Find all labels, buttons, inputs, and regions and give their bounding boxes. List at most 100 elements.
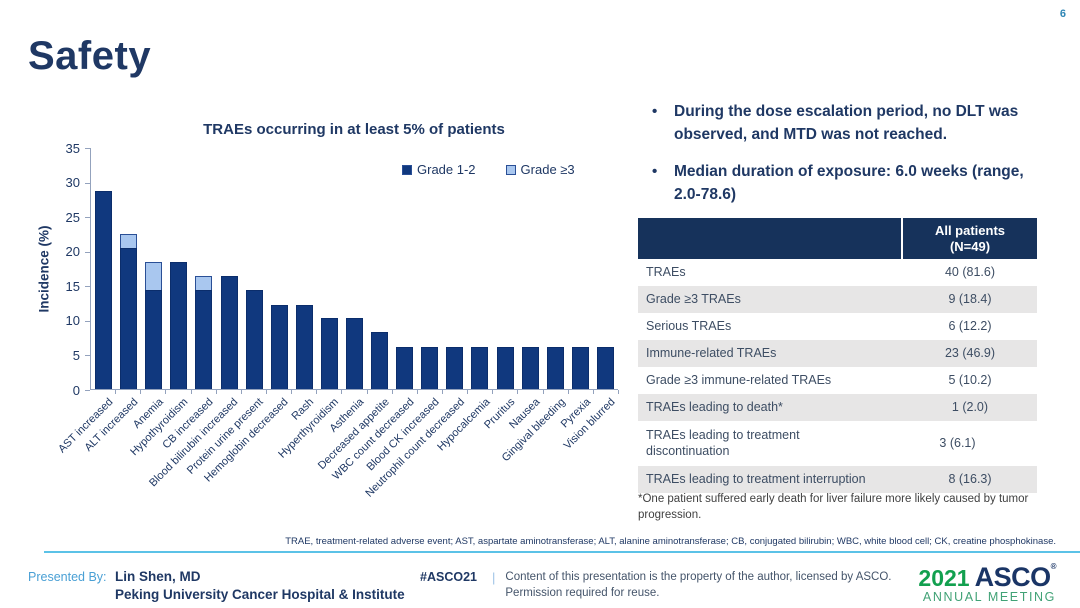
table-cell-value: 40 (81.6) [944, 265, 996, 279]
bar-segment-grade3plus [195, 276, 213, 291]
x-tick-mark [542, 390, 544, 394]
bullet-item: • During the dose escalation period, no D… [652, 100, 1050, 147]
stacked-bar [421, 346, 439, 389]
bar-segment-grade3plus [120, 234, 138, 248]
y-tick-mark [85, 148, 90, 149]
bar-segment-grade1-2 [521, 346, 539, 389]
table-cell-value: 9 (18.4) [948, 292, 992, 306]
legend-item: Grade ≥3 [505, 162, 575, 177]
x-tick-mark [140, 390, 142, 394]
stacked-bar [596, 346, 614, 389]
x-tick-mark [291, 390, 293, 394]
logo-year: 2021 [918, 565, 970, 591]
bar-segment-grade3plus [145, 261, 163, 291]
bar-segment-grade1-2 [371, 332, 389, 389]
bar-segment-grade1-2 [120, 247, 138, 389]
bar-segment-grade1-2 [245, 290, 263, 389]
y-tick-label: 35 [65, 140, 80, 156]
bar-segment-grade1-2 [596, 346, 614, 389]
table-cell-label: Serious TRAEs [646, 318, 732, 333]
presenter-info: Lin Shen, MD Peking University Cancer Ho… [115, 568, 405, 604]
stacked-bar [521, 346, 539, 389]
bar-column [91, 148, 116, 389]
x-tick-mark [492, 390, 494, 394]
bar-column [543, 148, 568, 389]
legend-swatch [505, 164, 516, 175]
bullet-marker: • [652, 103, 658, 120]
bar-column [417, 148, 442, 389]
notice-text: Content of this presentation is the prop… [505, 571, 892, 599]
safety-summary-table: All patients (N=49) TRAEs 40 (81.6) Grade … [638, 218, 1037, 493]
x-tick-mark [467, 390, 469, 394]
bar-column [568, 148, 593, 389]
table-row: TRAEs leading to treatment interruption 8… [638, 466, 1037, 493]
asco-annual-meeting-logo: 2021 ASCO® ANNUAL MEETING [918, 562, 1056, 604]
stacked-bar [496, 346, 514, 389]
bar-segment-grade1-2 [546, 346, 564, 389]
stacked-bar [220, 276, 238, 389]
bar-column [493, 148, 518, 389]
bar-column [593, 148, 618, 389]
logo-org: ASCO® [974, 562, 1057, 592]
y-tick-label: 15 [65, 278, 80, 294]
table-body: TRAEs 40 (81.6) Grade ≥3 TRAEs 9 (18.4) Seri… [638, 259, 1037, 493]
x-tick-mark [165, 390, 167, 394]
bullet-marker: • [652, 162, 658, 180]
chart-legend: Grade 1-2 Grade ≥3 [402, 162, 575, 177]
stacked-bar [571, 346, 589, 389]
stacked-bar [471, 346, 489, 389]
bar-column [467, 148, 492, 389]
y-tick-mark [85, 390, 90, 391]
stacked-bar [546, 346, 564, 389]
x-tick-mark [115, 390, 117, 394]
bar-segment-grade1-2 [220, 276, 238, 389]
page-number: 6 [1059, 8, 1066, 20]
bar-column [317, 148, 342, 389]
plot-area [90, 148, 618, 390]
table-row: TRAEs leading to treatment discontinuati… [638, 421, 1037, 466]
bullet-item: • Median duration of exposure: 6.0 weeks … [652, 160, 1050, 207]
bar-segment-grade1-2 [471, 346, 489, 389]
x-tick-mark [391, 390, 393, 394]
y-tick-label: 20 [65, 244, 80, 260]
stacked-bar [371, 332, 389, 389]
x-tick-mark [416, 390, 418, 394]
x-tick-mark [190, 390, 192, 394]
y-tick-label: 25 [65, 209, 80, 225]
table-cell-value: 6 (12.2) [948, 319, 992, 333]
bar-segment-grade1-2 [270, 304, 288, 389]
stacked-bar [145, 261, 163, 389]
table-row: Grade ≥3 TRAEs 9 (18.4) [638, 286, 1037, 313]
footer-divider-line [44, 551, 1080, 553]
x-tick-mark [240, 390, 242, 394]
presented-by-label: Presented By: [28, 570, 107, 584]
table-cell-label: TRAEs leading to treatment interruption [646, 471, 866, 486]
table-cell-label: TRAEs leading to death* [646, 399, 783, 414]
x-tick-mark [517, 390, 519, 394]
stacked-bar [195, 276, 213, 389]
table-cell-label: Grade ≥3 immune-related TRAEs [646, 372, 832, 387]
y-tick-mark [85, 251, 90, 253]
bar-column [367, 148, 392, 389]
abbreviations-footnote: TRAE, treatment-related adverse event; A… [285, 536, 1056, 547]
table-cell-label: Grade ≥3 TRAEs [646, 291, 741, 306]
bullet-text: Median duration of exposure: 6.0 weeks (… [674, 162, 1024, 203]
bars-container [91, 148, 618, 389]
stacked-bar [295, 304, 313, 389]
table-cell-label: Immune-related TRAEs [646, 345, 777, 360]
y-axis-label: Incidence (%) [36, 225, 52, 313]
bar-segment-grade1-2 [571, 346, 589, 389]
bar-column [141, 148, 166, 389]
license-notice: | Content of this presentation is the pr… [492, 570, 892, 601]
table-footnote: *One patient suffered early death for li… [638, 493, 1029, 521]
bar-column [242, 148, 267, 389]
stacked-bar [245, 290, 263, 389]
table-header-all-patients: All patients (N=49) [934, 222, 1006, 254]
stacked-bar [320, 318, 338, 389]
bar-segment-grade1-2 [446, 346, 464, 389]
bar-column [267, 148, 292, 389]
bar-segment-grade1-2 [396, 346, 414, 389]
bar-segment-grade1-2 [421, 346, 439, 389]
chart-title: TRAEs occurring in at least 5% of patien… [203, 121, 505, 138]
legend-swatch [402, 164, 412, 175]
